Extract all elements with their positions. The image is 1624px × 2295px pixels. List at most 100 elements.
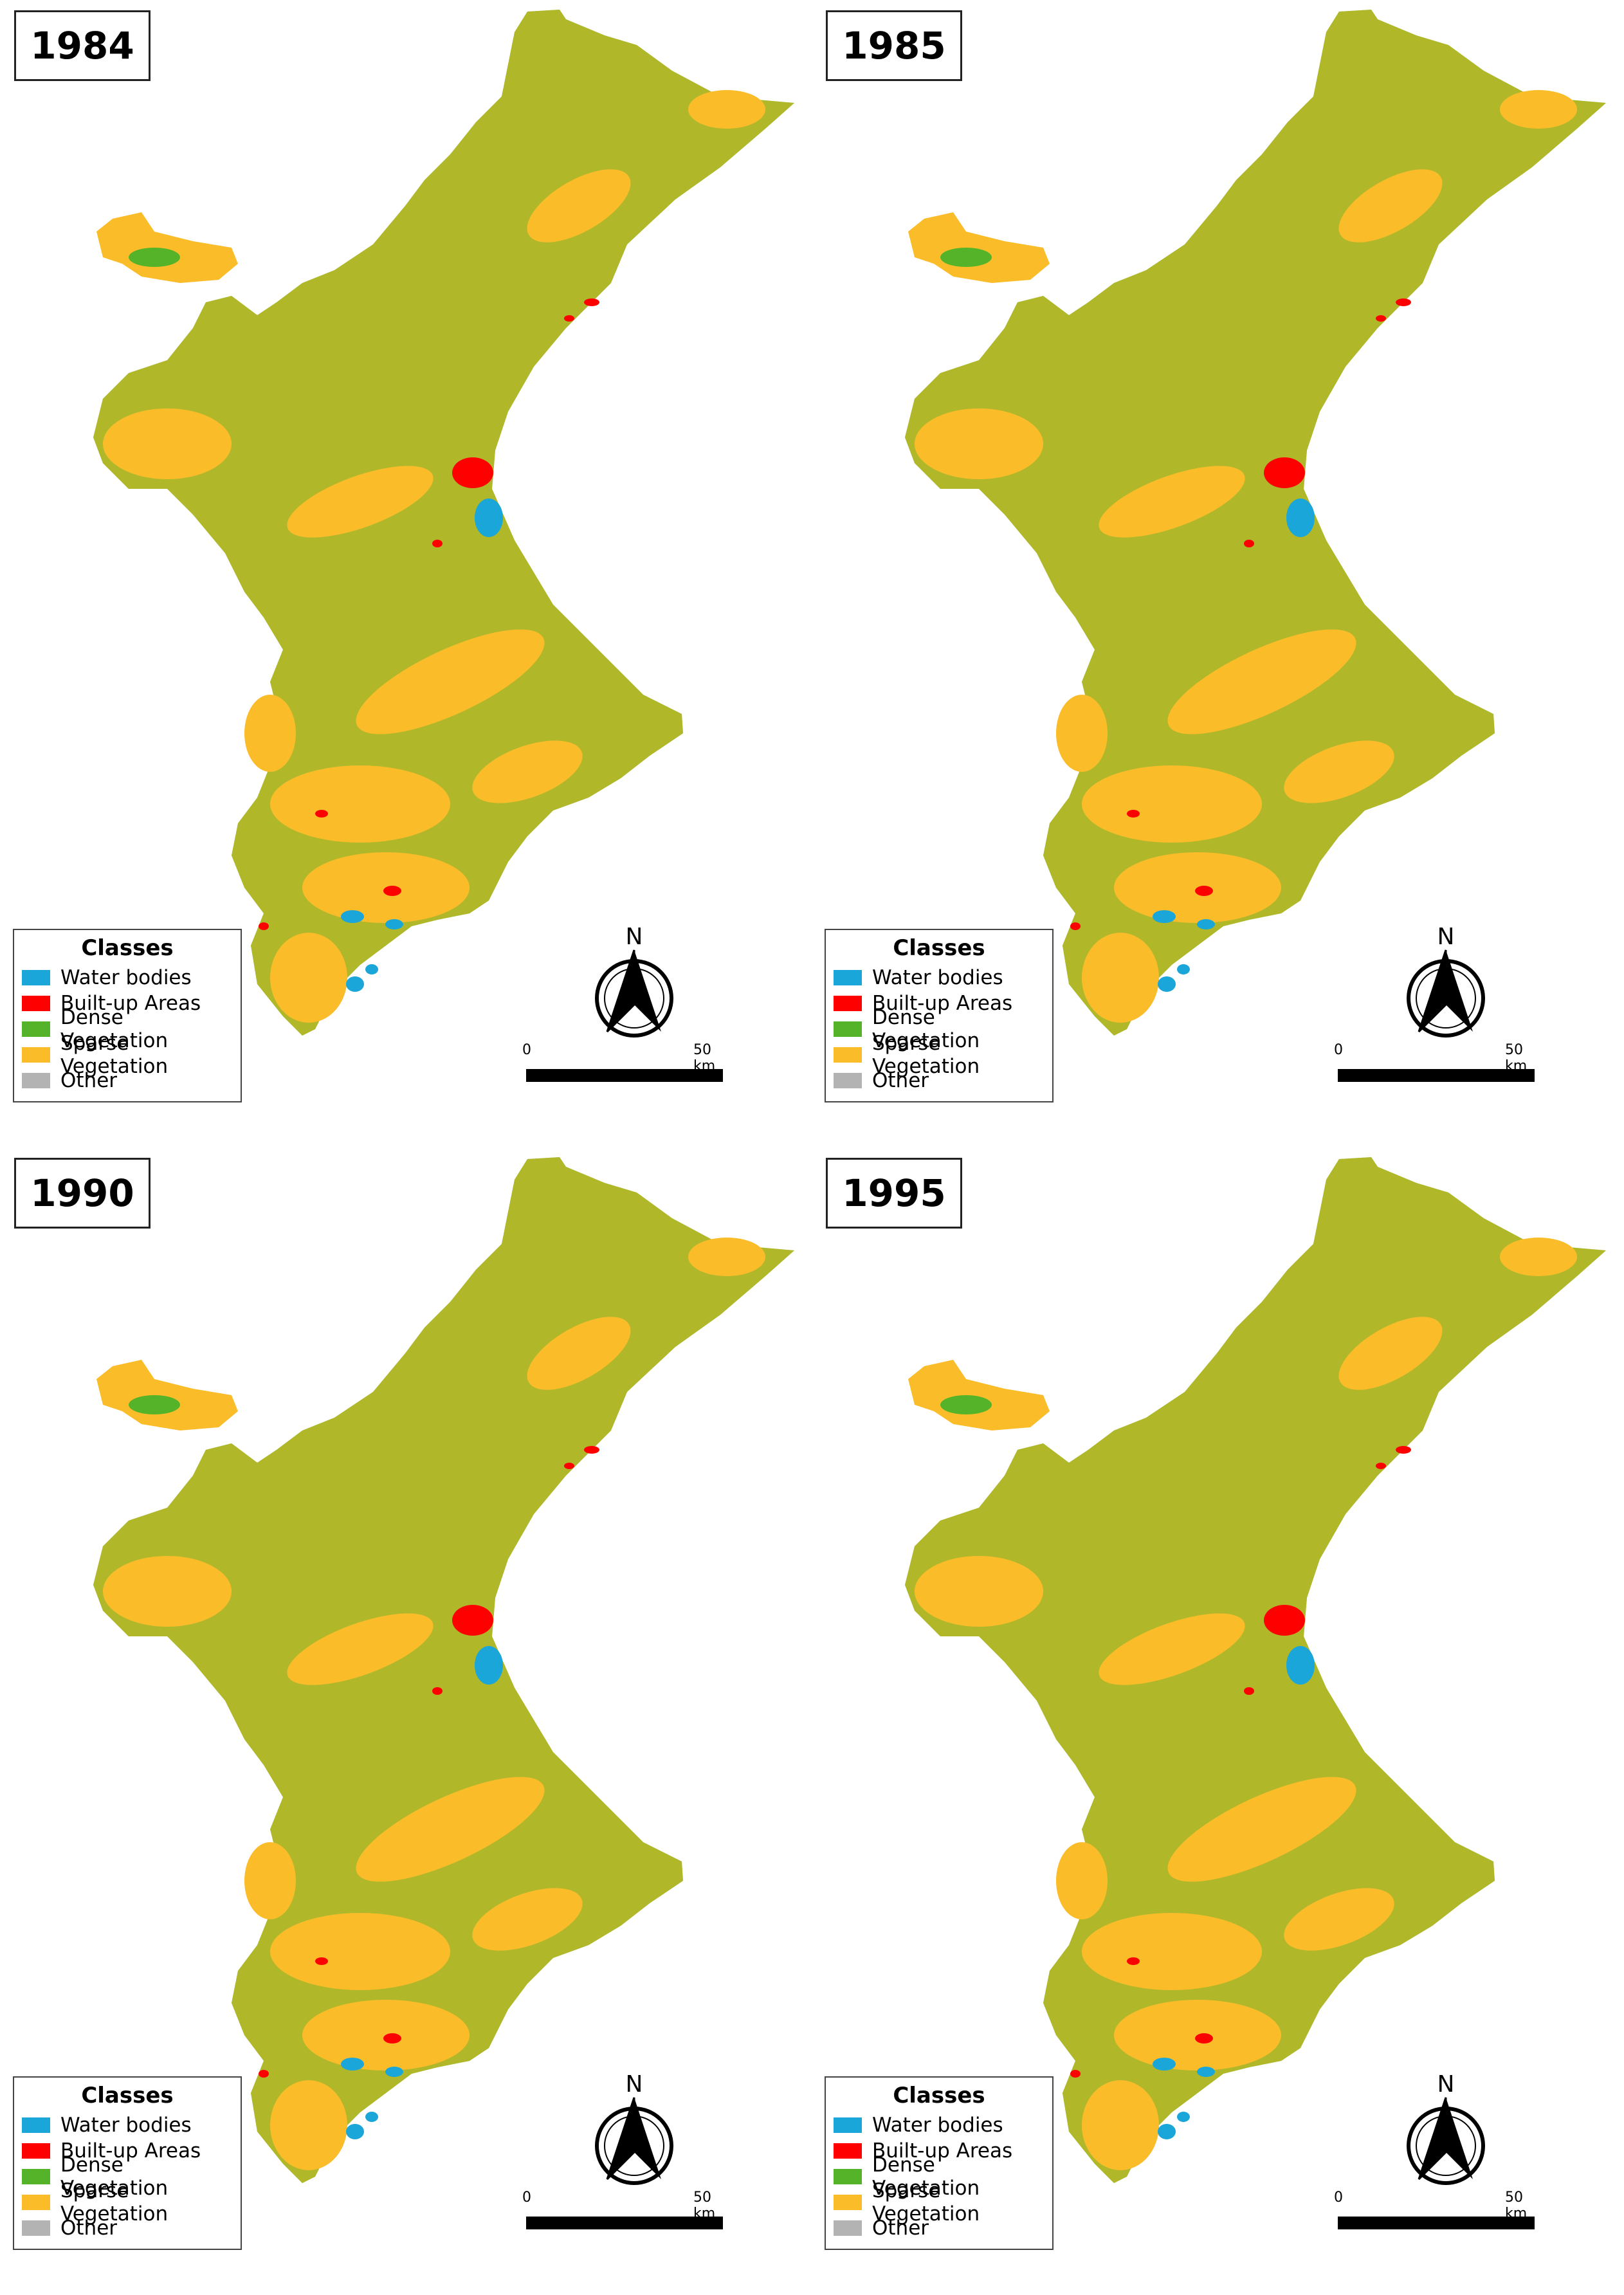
legend-swatch xyxy=(834,2143,862,2159)
land-cover-map xyxy=(93,10,794,1036)
legend-swatch xyxy=(22,970,50,985)
legend-swatch xyxy=(22,996,50,1011)
map-panel-3: 1995 Classes Water bodies Built-up Areas D… xyxy=(812,1148,1623,2295)
legend-swatch xyxy=(22,1073,50,1088)
year-label: 1990 xyxy=(14,1158,151,1229)
map-panel-1: 1985 Classes Water bodies Built-up Areas D… xyxy=(812,0,1623,1148)
legend-label: Other xyxy=(60,2217,118,2240)
scale-bar: 0 50 km xyxy=(1334,1039,1540,1086)
scale-start-label: 0 xyxy=(1334,1042,1343,1058)
legend: Classes Water bodies Built-up Areas Dense … xyxy=(825,2076,1054,2250)
legend-item: Dense Vegetation xyxy=(834,2153,1045,2200)
built-up-areas xyxy=(259,298,599,930)
sparse-vegetation-patches xyxy=(915,90,1577,1023)
legend: Classes Water bodies Built-up Areas Dense … xyxy=(825,929,1054,1102)
legend-swatch xyxy=(22,2143,50,2159)
legend-swatch xyxy=(834,2169,862,2184)
legend-list: Water bodies Built-up Areas Dense Vegetati… xyxy=(22,2112,233,2241)
legend-item: Water bodies xyxy=(22,2112,233,2138)
legend-item: Built-up Areas xyxy=(834,2138,1045,2164)
sparse-vegetation-overlay xyxy=(905,1157,1606,2183)
legend-item: Water bodies xyxy=(834,965,1045,991)
sparse-vegetation-overlay xyxy=(905,10,1606,1036)
legend-swatch xyxy=(22,2195,50,2210)
built-up-areas xyxy=(1070,298,1411,930)
legend-label: Other xyxy=(872,1069,929,1092)
scale-bar-line xyxy=(1338,2217,1535,2229)
legend-title: Classes xyxy=(893,935,985,961)
legend-item: Dense Vegetation xyxy=(834,1006,1045,1052)
north-arrow-icon: N xyxy=(595,924,673,1038)
north-arrow-icon: N xyxy=(595,2071,673,2185)
land-cover-map xyxy=(905,1157,1606,2183)
legend-label: Dense Vegetation xyxy=(60,1006,169,1052)
legend-item: Dense Vegetation xyxy=(22,2153,233,2200)
legend: Classes Water bodies Built-up Areas Dense … xyxy=(13,2076,242,2250)
scale-start-label: 0 xyxy=(522,1042,531,1058)
scale-start-label: 0 xyxy=(522,2190,531,2206)
legend-swatch xyxy=(834,1021,862,1037)
legend-label: Sparse Vegetation xyxy=(872,1032,980,1078)
water-bodies xyxy=(1153,1646,1315,2139)
north-label: N xyxy=(626,924,643,950)
legend-item: Sparse Vegetation xyxy=(834,2179,1045,2226)
legend-list: Water bodies Built-up Areas Dense Vegetati… xyxy=(834,2112,1045,2241)
scale-bar-line xyxy=(1338,1069,1535,1082)
legend-swatch xyxy=(834,1073,862,1088)
legend-title: Classes xyxy=(893,2083,985,2108)
water-bodies xyxy=(341,498,503,992)
legend-item: Built-up Areas xyxy=(834,991,1045,1016)
legend-label: Dense Vegetation xyxy=(872,2153,980,2200)
land-cover-map xyxy=(905,10,1606,1036)
legend-item: Other xyxy=(22,2215,233,2241)
legend-item: Sparse Vegetation xyxy=(22,2179,233,2226)
legend-swatch xyxy=(834,2220,862,2236)
legend-item: Sparse Vegetation xyxy=(22,1032,233,1078)
legend-label: Dense Vegetation xyxy=(872,1006,980,1052)
legend-item: Other xyxy=(22,1068,233,1093)
legend-label: Built-up Areas xyxy=(872,2139,1013,2162)
legend-swatch xyxy=(834,1047,862,1063)
legend-label: Built-up Areas xyxy=(872,992,1013,1015)
sparse-vegetation-patches xyxy=(915,1238,1577,2170)
legend-label: Water bodies xyxy=(872,966,1003,989)
legend-item: Sparse Vegetation xyxy=(834,1032,1045,1078)
legend-item: Water bodies xyxy=(834,2112,1045,2138)
year-label: 1995 xyxy=(826,1158,962,1229)
north-arrow-icon: N xyxy=(1407,924,1485,1038)
land-cover-map xyxy=(93,1157,794,2183)
legend-swatch xyxy=(834,996,862,1011)
legend-swatch xyxy=(834,2195,862,2210)
north-arrow-icon: N xyxy=(1407,2071,1485,2185)
scale-bar-line xyxy=(526,2217,723,2229)
legend-label: Water bodies xyxy=(60,966,192,989)
legend-swatch xyxy=(834,2117,862,2133)
legend-list: Water bodies Built-up Areas Dense Vegetati… xyxy=(22,965,233,1093)
map-panel-0: 1984 Classes Water bodies Built-up Areas D… xyxy=(0,0,812,1148)
region-enclave xyxy=(908,212,1050,283)
legend-label: Other xyxy=(60,1069,118,1092)
scale-bar-line xyxy=(526,1069,723,1082)
legend-item: Dense Vegetation xyxy=(22,1006,233,1052)
scale-bar: 0 50 km xyxy=(1334,2187,1540,2233)
sparse-vegetation-patches xyxy=(103,1238,765,2170)
legend-title: Classes xyxy=(81,935,174,961)
legend-swatch xyxy=(22,2169,50,2184)
legend-swatch xyxy=(22,2220,50,2236)
region-enclave xyxy=(96,212,238,283)
water-bodies xyxy=(341,1646,503,2139)
year-label: 1985 xyxy=(826,10,962,81)
region-enclave xyxy=(96,1360,238,1431)
legend-label: Sparse Vegetation xyxy=(60,1032,169,1078)
legend-label: Sparse Vegetation xyxy=(60,2179,169,2226)
legend-list: Water bodies Built-up Areas Dense Vegetati… xyxy=(834,965,1045,1093)
scale-start-label: 0 xyxy=(1334,2190,1343,2206)
built-up-areas xyxy=(1070,1446,1411,2078)
legend-swatch xyxy=(22,2117,50,2133)
legend-swatch xyxy=(834,970,862,985)
north-label: N xyxy=(626,2071,643,2098)
legend-item: Built-up Areas xyxy=(22,991,233,1016)
legend-item: Other xyxy=(834,2215,1045,2241)
north-label: N xyxy=(1437,2071,1455,2098)
north-label: N xyxy=(1437,924,1455,950)
